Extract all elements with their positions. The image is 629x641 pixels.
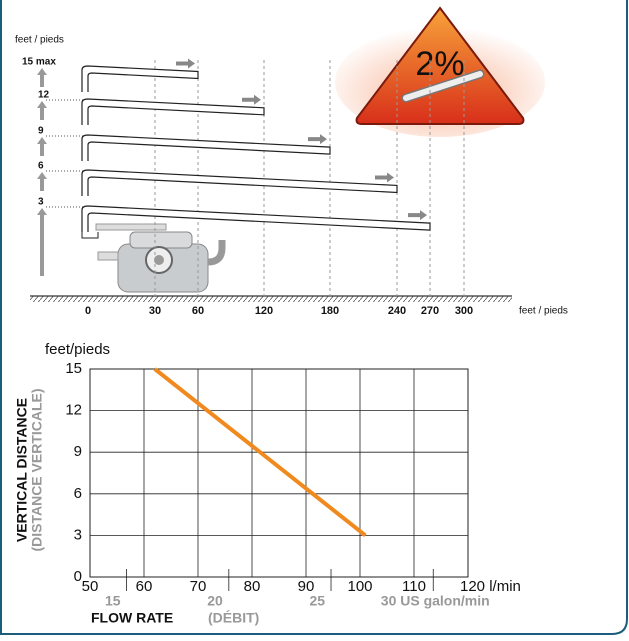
pipe: [81, 205, 431, 232]
rise-arrow: [37, 208, 47, 227]
distance-label: 60: [192, 305, 204, 317]
distance-label: 0: [85, 305, 91, 317]
distance-label: 120: [255, 305, 273, 317]
rise-arrow: [37, 172, 47, 191]
x2-tick-label: 15: [105, 593, 121, 609]
height-label: 15 max: [22, 57, 56, 68]
distance-label: 270: [421, 305, 439, 317]
ground-hatch: [30, 296, 512, 302]
pipe: [81, 65, 199, 92]
y-tick-label: 15: [65, 360, 82, 377]
x-tick-label: 110: [402, 578, 426, 595]
distance-label: 180: [321, 305, 339, 317]
height-label: 6: [38, 161, 44, 172]
x2-tick-label: 30 US galon/min: [381, 593, 490, 609]
data-line: [153, 367, 367, 537]
y-axis-subtitle: (DISTANCE VERTICALE): [29, 388, 45, 551]
pipe: [81, 98, 265, 125]
pipe-icon-inner: [403, 71, 483, 101]
x2-tick-label: 20: [207, 593, 223, 609]
x-tick-label: 80: [244, 578, 261, 595]
y-tick-label: 0: [74, 568, 82, 585]
x-tick-label: 60: [136, 578, 153, 595]
x-unit: feet / pieds: [519, 306, 568, 317]
pipe: [81, 169, 398, 196]
height-label: 9: [38, 126, 44, 137]
x-tick-label: 120 l/min: [460, 578, 521, 595]
flow-arrow: [176, 58, 195, 69]
rise-bar: [40, 216, 44, 276]
x-axis-title: FLOW RATE: [91, 610, 173, 626]
x-tick-label: 90: [298, 578, 315, 595]
flow-arrow: [375, 172, 394, 183]
rise-arrow: [37, 101, 47, 120]
x-axis-subtitle: (DÉBIT): [208, 610, 259, 626]
height-label: 12: [38, 90, 50, 101]
x-tick-label: 50: [82, 578, 99, 595]
pipe-riser: [81, 232, 99, 239]
rise-arrow: [37, 68, 47, 87]
plot-area: [89, 368, 469, 578]
y-axis-title: VERTICAL DISTANCE: [14, 398, 30, 542]
flow-arrow: [408, 210, 427, 221]
warning-triangle: [355, 6, 525, 125]
height-label: 3: [38, 197, 44, 208]
x-tick-label: 100: [347, 578, 372, 595]
y-tick-label: 12: [65, 402, 82, 419]
flow-arrow: [242, 94, 261, 105]
distance-label: 30: [149, 305, 161, 317]
distance-label: 240: [388, 305, 406, 317]
pipe: [81, 134, 331, 161]
y-tick-label: 6: [74, 485, 82, 502]
distance-label: 300: [455, 305, 473, 317]
x2-tick-label: 25: [309, 593, 325, 609]
x-tick-label: 70: [190, 578, 207, 595]
y-unit: feet / pieds: [15, 35, 64, 46]
y-tick-label: 9: [74, 443, 82, 460]
pump: [95, 223, 226, 293]
rise-arrow: [37, 137, 47, 156]
y-tick-label: 3: [74, 526, 82, 543]
slope-label: 2%: [415, 45, 464, 83]
flow-arrow: [308, 134, 327, 145]
y-unit: feet/pieds: [45, 341, 110, 358]
